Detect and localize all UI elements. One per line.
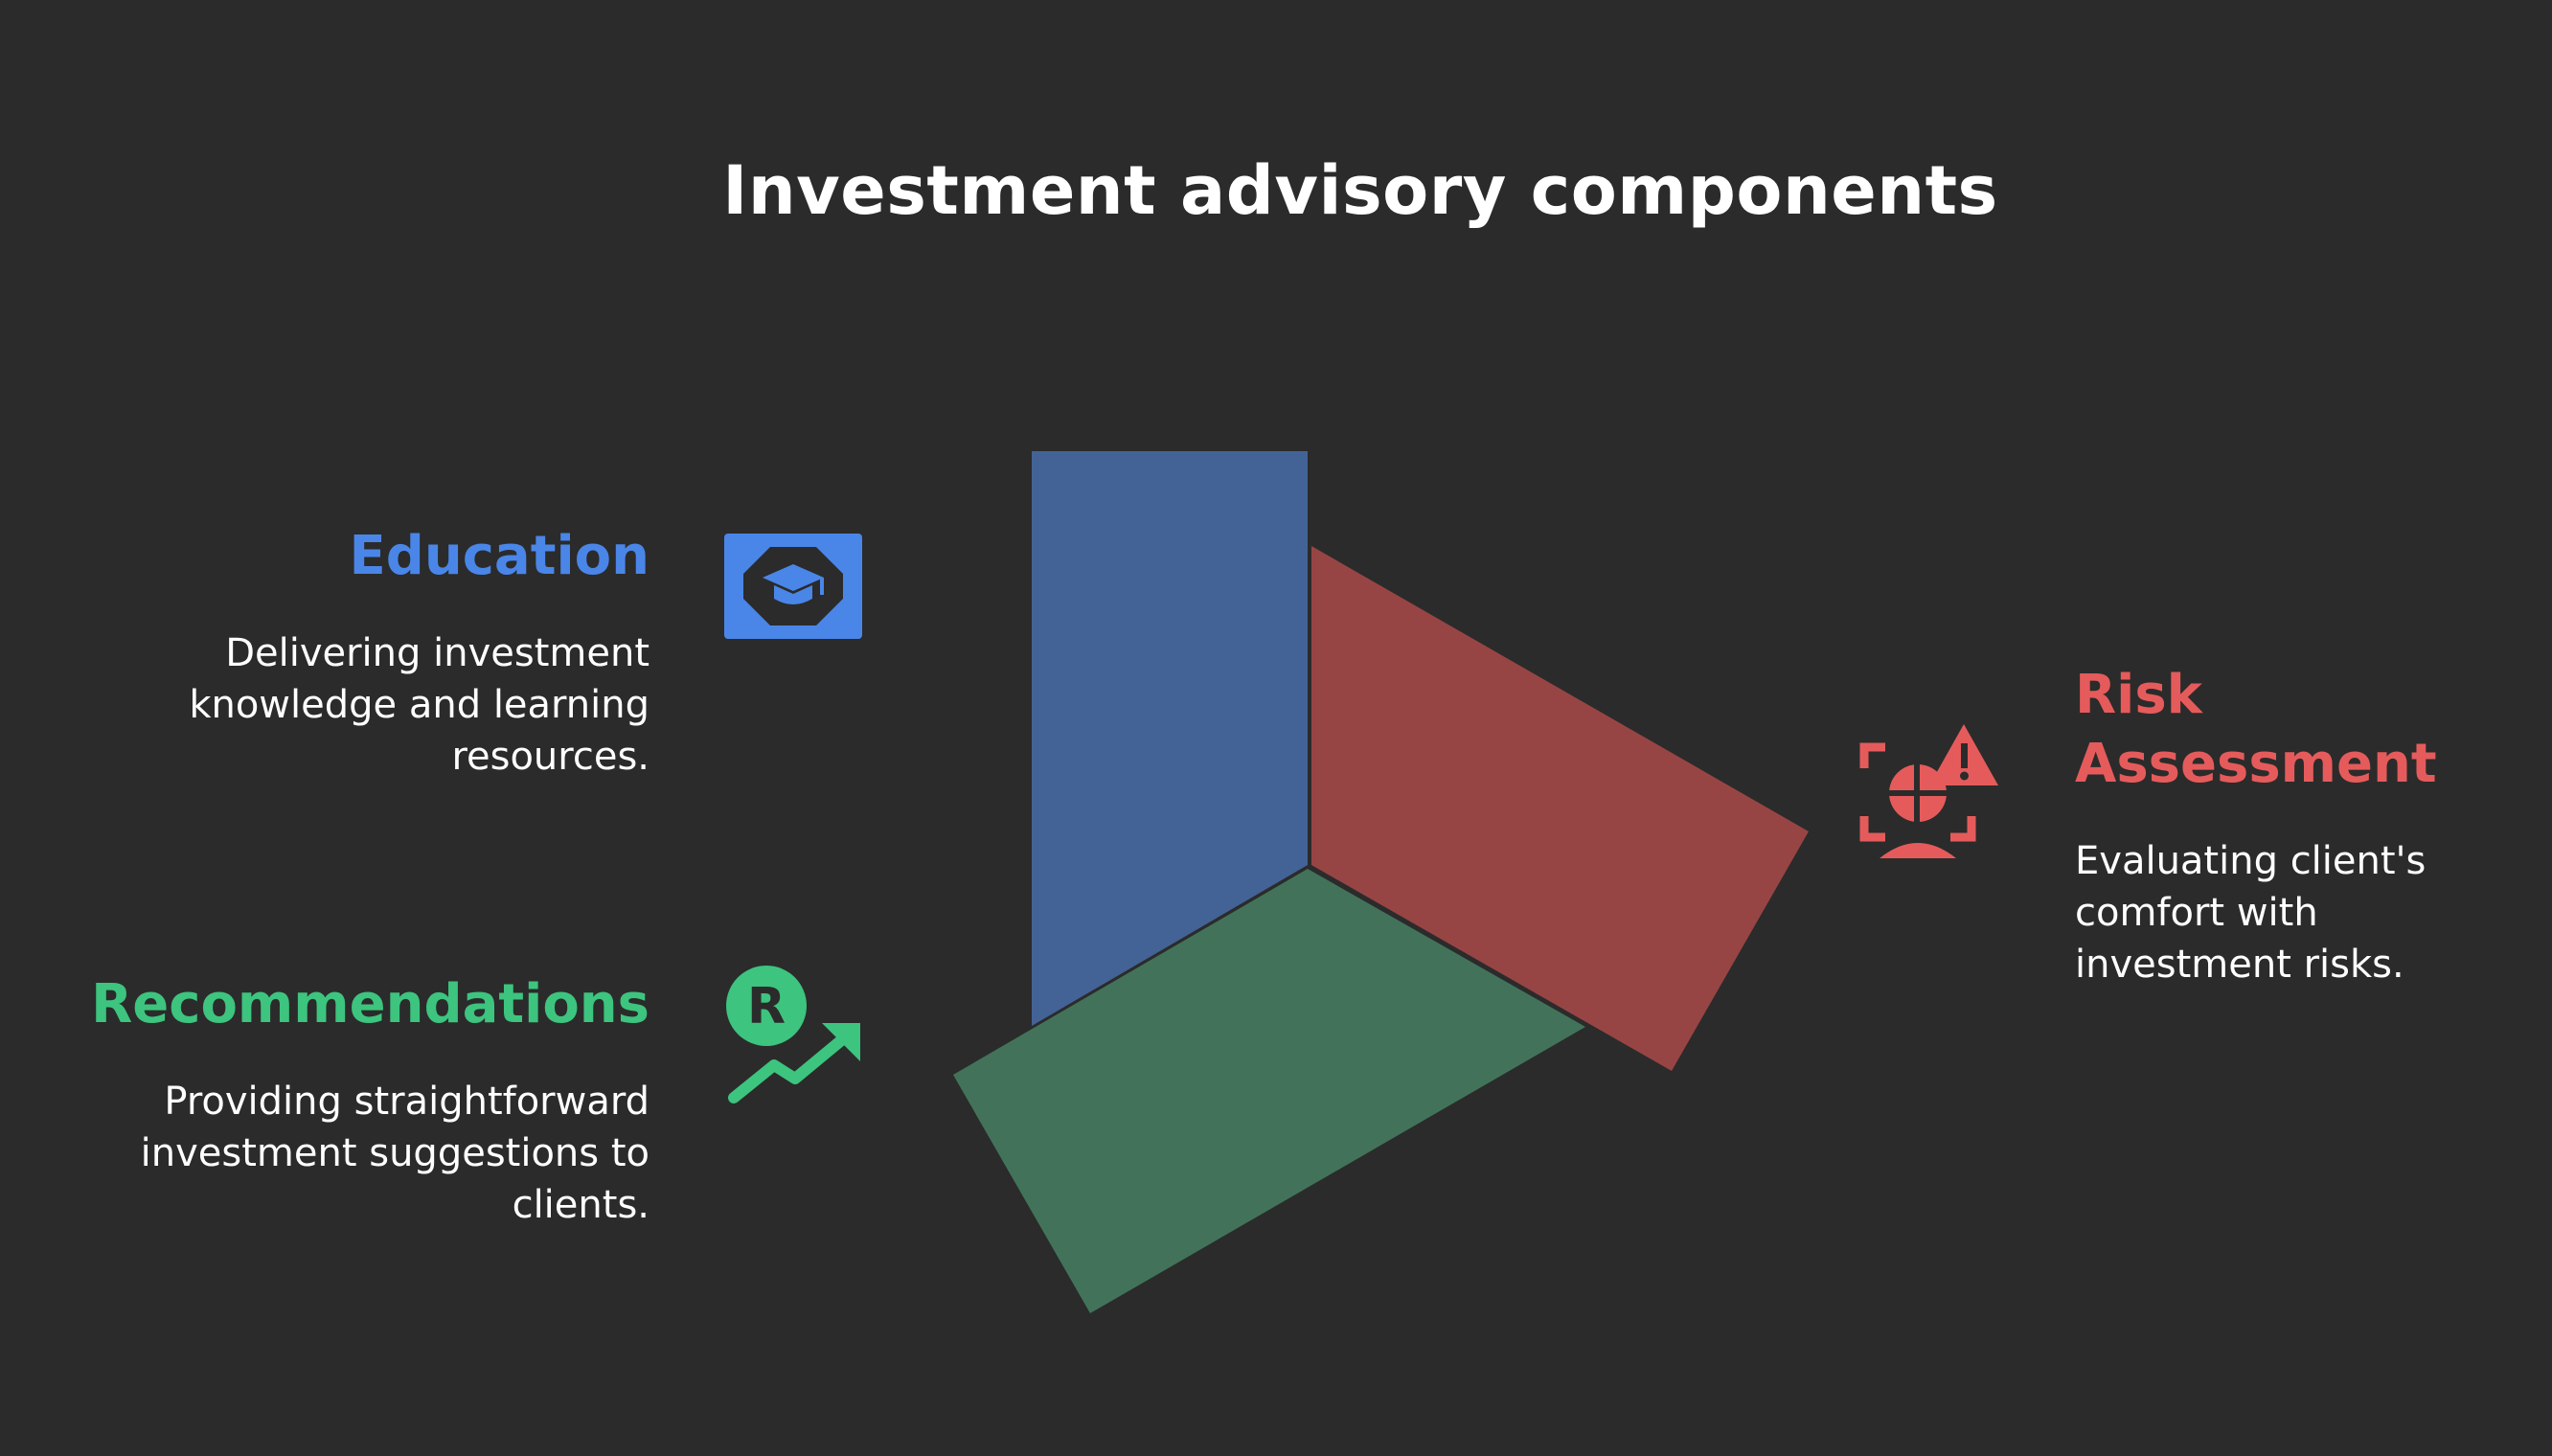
risk-assessment-block: Risk Assessment Evaluating client's comf… [2075,661,2516,990]
education-block: Education Delivering investment knowledg… [96,522,649,783]
education-description: Delivering investment knowledge and lear… [189,631,649,779]
growth-arrow-icon: R [726,966,860,1103]
risk-title: Risk Assessment [2075,664,2437,795]
recommendations-block: Recommendations Providing straightforwar… [38,970,649,1231]
education-title: Education [349,525,650,587]
risk-description: Evaluating client's comfort with investm… [2075,839,2427,987]
risk-warning-icon [1859,724,1998,858]
recommendations-panel [953,869,1585,1313]
page-title: Investment advisory components [722,151,1998,230]
recommendations-description: Providing straightforward investment sug… [140,1080,649,1227]
graduation-cap-icon [724,534,862,639]
education-panel [1032,451,1308,1026]
risk-panel [1311,546,1809,1071]
recommendations-title: Recommendations [91,973,649,1035]
svg-text:R: R [747,978,786,1035]
